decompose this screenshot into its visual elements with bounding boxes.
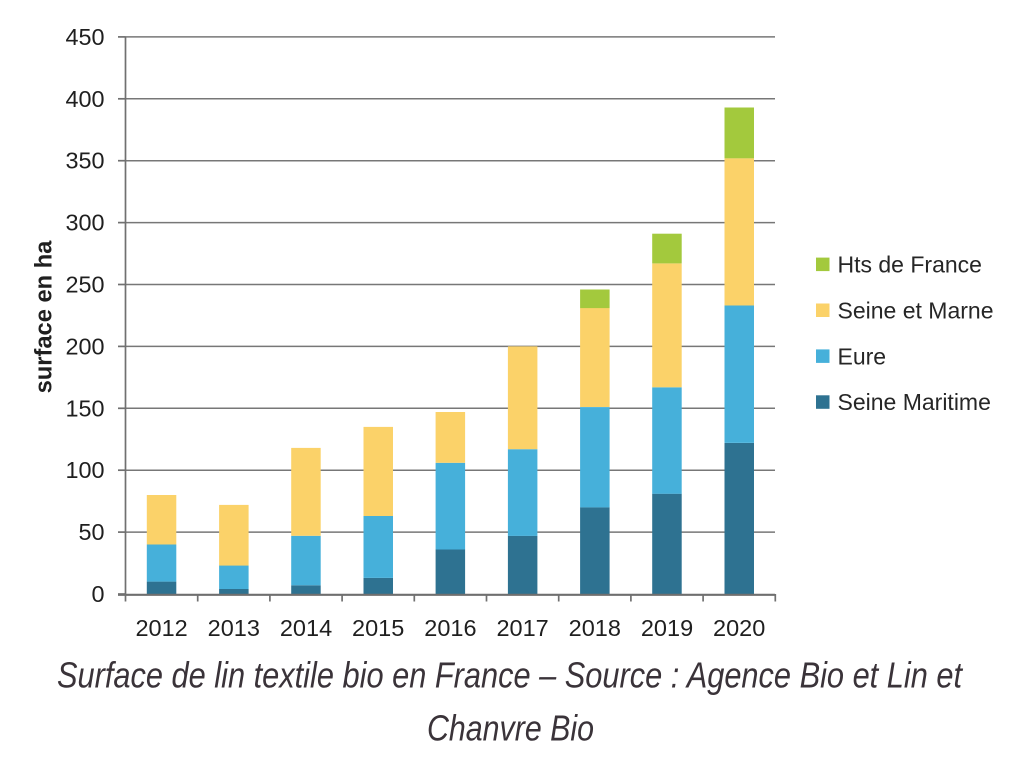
svg-text:50: 50 [78, 519, 104, 545]
svg-text:300: 300 [65, 210, 104, 236]
svg-text:2015: 2015 [352, 615, 404, 641]
svg-text:surface en ha: surface en ha [31, 240, 57, 394]
svg-text:Hts de France: Hts de France [838, 252, 982, 278]
svg-text:2012: 2012 [135, 615, 187, 641]
svg-text:450: 450 [65, 24, 104, 50]
svg-text:Eure: Eure [838, 343, 887, 369]
svg-text:2019: 2019 [641, 615, 693, 641]
svg-text:Chanvre Bio: Chanvre Bio [427, 708, 594, 749]
svg-text:2013: 2013 [208, 615, 260, 641]
svg-text:2016: 2016 [424, 615, 476, 641]
svg-text:2020: 2020 [713, 615, 765, 641]
svg-text:200: 200 [65, 333, 104, 359]
svg-text:0: 0 [91, 581, 104, 607]
svg-text:2018: 2018 [569, 615, 621, 641]
svg-text:2014: 2014 [280, 615, 332, 641]
svg-text:Seine Maritime: Seine Maritime [838, 389, 991, 415]
svg-text:350: 350 [65, 148, 104, 174]
svg-text:Seine et Marne: Seine et Marne [838, 297, 994, 323]
svg-text:150: 150 [65, 395, 104, 421]
svg-text:2017: 2017 [496, 615, 548, 641]
svg-text:Surface de lin textile bio en: Surface de lin textile bio en France – S… [57, 655, 964, 696]
svg-text:250: 250 [65, 272, 104, 298]
svg-text:100: 100 [65, 457, 104, 483]
svg-text:400: 400 [65, 86, 104, 112]
